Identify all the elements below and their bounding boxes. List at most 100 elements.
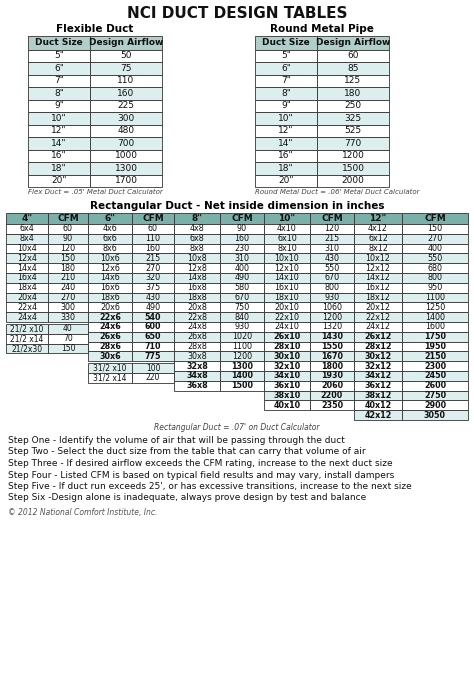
Bar [317,112,389,125]
Text: 325: 325 [345,113,362,122]
Text: 14": 14" [51,139,67,148]
Text: 42x12: 42x12 [365,411,392,420]
Bar [132,253,174,263]
Bar [88,302,132,313]
Text: Step Four - Listed CFM is based on typical field results and may vary, install d: Step Four - Listed CFM is based on typic… [8,470,394,480]
Text: 8x8: 8x8 [190,244,204,253]
Text: 36x8: 36x8 [186,381,208,390]
Text: 8x10: 8x10 [277,244,297,253]
Bar [317,87,389,100]
Bar [174,361,220,371]
Text: 270: 270 [428,234,443,243]
Bar [264,253,310,263]
Bar [48,334,88,344]
Text: Step Two - Select the duct size from the table that can carry that volume of air: Step Two - Select the duct size from the… [8,448,365,457]
Bar [174,234,220,244]
Text: 120: 120 [324,224,339,233]
Text: 800: 800 [325,283,339,292]
Text: 20x4: 20x4 [17,293,37,302]
Bar [354,361,402,371]
Text: 36x12: 36x12 [365,381,392,390]
Text: 650: 650 [145,332,161,341]
Bar [28,112,90,125]
Text: 430: 430 [325,254,339,263]
Text: 16x10: 16x10 [274,283,300,292]
Text: 580: 580 [235,283,250,292]
Text: 930: 930 [235,322,250,331]
Bar [174,371,220,381]
Bar [255,112,317,125]
Bar [174,381,220,390]
Bar [90,36,162,49]
Text: 1300: 1300 [115,164,137,173]
Text: 490: 490 [235,274,250,283]
Bar [174,283,220,292]
Text: 950: 950 [428,283,443,292]
Text: 550: 550 [428,254,443,263]
Text: 8x6: 8x6 [103,244,118,253]
Bar [88,322,132,332]
Text: 18": 18" [51,164,67,173]
Text: Flexible Duct: Flexible Duct [56,24,134,34]
Bar [310,342,354,351]
Text: 16x12: 16x12 [365,283,391,292]
Text: 21/2 x10: 21/2 x10 [10,324,44,333]
Bar [90,175,162,187]
Bar [402,224,468,234]
Text: 220: 220 [146,373,160,382]
Bar [310,371,354,381]
Text: 26x6: 26x6 [99,332,121,341]
Text: 40: 40 [63,324,73,333]
Text: 14x10: 14x10 [274,274,300,283]
Text: 2200: 2200 [321,391,343,400]
Bar [6,253,48,263]
Text: 2750: 2750 [424,391,446,400]
Text: 1670: 1670 [321,351,343,361]
Text: Step Six -Design alone is inadequate, always prove design by test and balance: Step Six -Design alone is inadequate, al… [8,493,366,503]
Text: 1320: 1320 [322,322,342,331]
Text: 270: 270 [146,264,161,273]
Text: 16x6: 16x6 [100,283,120,292]
Text: 250: 250 [345,101,362,110]
Text: 10": 10" [278,113,294,122]
Text: 480: 480 [118,126,135,135]
Text: 1400: 1400 [425,313,445,322]
Bar [28,150,90,162]
Bar [220,371,264,381]
Text: 180: 180 [61,264,75,273]
Bar [48,253,88,263]
Bar [354,371,402,381]
Bar [220,342,264,351]
Text: 90: 90 [237,224,247,233]
Text: Round Metal Pipe: Round Metal Pipe [270,24,374,34]
Bar [310,283,354,292]
Text: 22x8: 22x8 [187,313,207,322]
Bar [255,87,317,100]
Text: 6x4: 6x4 [19,224,35,233]
Bar [28,36,90,49]
Text: 31/2 x14: 31/2 x14 [93,373,127,382]
Bar [174,244,220,253]
Bar [354,224,402,234]
Text: 60: 60 [148,224,158,233]
Bar [354,351,402,361]
Bar [132,322,174,332]
Bar [220,283,264,292]
Text: 18x12: 18x12 [365,293,391,302]
Text: 150: 150 [61,344,75,353]
Text: 38x12: 38x12 [365,391,392,400]
Bar [220,361,264,371]
Text: 16x4: 16x4 [17,274,37,283]
Text: 20x10: 20x10 [274,303,300,312]
Bar [90,62,162,74]
Text: 18x10: 18x10 [274,293,300,302]
Bar [220,234,264,244]
Text: 24x12: 24x12 [365,322,391,331]
Bar [264,332,310,342]
Text: 30x10: 30x10 [273,351,301,361]
Text: 1250: 1250 [425,303,445,312]
Text: 3050: 3050 [424,411,446,420]
Bar [310,322,354,332]
Text: 20": 20" [278,176,294,185]
Text: 300: 300 [118,113,135,122]
